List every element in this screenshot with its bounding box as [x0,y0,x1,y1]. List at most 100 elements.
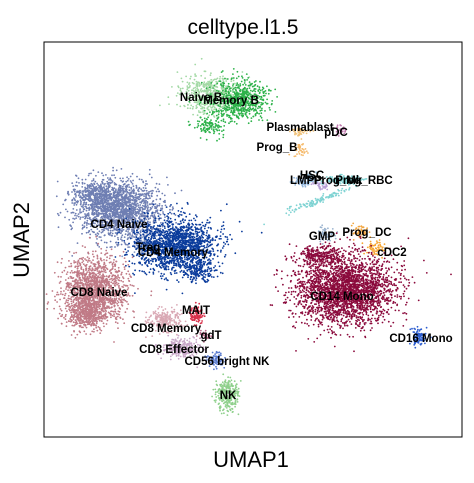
scatter-point [231,97,234,100]
scatter-point [206,107,209,109]
scatter-point [417,328,419,331]
scatter-point [294,313,297,315]
scatter-point [230,109,233,112]
scatter-point [405,278,408,281]
scatter-point [212,98,215,101]
scatter-point [357,316,360,319]
scatter-point [205,89,208,92]
scatter-point [297,270,300,273]
scatter-point [222,120,225,123]
scatter-point [367,255,369,258]
scatter-point [366,280,368,282]
scatter-point [251,107,254,110]
scatter-point [247,84,250,87]
scatter-point [191,81,194,84]
scatter-point [249,84,251,87]
scatter-point [369,329,372,332]
scatter-point [352,275,355,277]
scatter-point [390,291,393,293]
scatter-point [380,312,383,314]
scatter-point [336,304,339,307]
scatter-point [241,71,244,73]
scatter-point [315,276,318,279]
scatter-point [292,316,295,318]
scatter-point [258,86,261,89]
scatter-point [284,302,287,304]
scatter-point [322,198,324,201]
scatter-point [204,120,207,122]
scatter-point [356,274,359,277]
scatter-point [257,105,260,108]
scatter-point [210,101,213,103]
scatter-point [237,99,239,102]
scatter-point [312,323,315,326]
scatter-point [339,287,341,290]
scatter-point [316,285,319,288]
scatter-point [319,246,322,249]
scatter-point [289,211,292,214]
scatter-point [218,138,221,140]
scatter-point [339,271,342,273]
scatter-point [205,138,208,141]
scatter-point [365,270,368,273]
scatter-point [392,302,394,304]
scatter-point [179,105,182,108]
scatter-point [362,281,365,283]
scatter-point [312,247,314,249]
scatter-point [387,297,390,299]
scatter-point [224,102,227,105]
scatter-point [191,89,194,92]
scatter-point [178,93,181,96]
scatter-point [206,86,208,88]
scatter-point [342,252,344,255]
scatter-point [394,301,397,304]
scatter-point [295,258,298,261]
scatter-point [312,255,315,257]
scatter-point [255,94,258,97]
scatter-point [351,286,354,288]
scatter-point [318,304,320,307]
scatter-point [329,263,332,266]
scatter-point [260,102,263,104]
scatter-point [371,284,374,286]
scatter-point [222,109,225,112]
scatter-point [214,88,216,91]
scatter-point [197,124,200,127]
scatter-point [331,193,333,196]
scatter-point [233,87,235,90]
scatter-point [322,256,325,258]
scatter-point [212,103,215,105]
scatter-point [327,306,329,308]
scatter-point [299,302,301,304]
scatter-point [314,258,317,260]
scatter-point [248,87,251,89]
scatter-point [324,314,327,316]
scatter-point [282,283,284,286]
scatter-point [313,281,316,284]
scatter-point [331,304,333,307]
scatter-point [273,274,276,276]
scatter-point [405,303,407,306]
scatter-point [248,112,251,115]
scatter-point [383,287,385,290]
scatter-point [266,119,269,121]
scatter-point [326,273,329,276]
scatter-point [334,279,336,281]
scatter-point [310,269,312,272]
scatter-point [330,329,333,332]
scatter-point [294,133,296,135]
scatter-point [293,155,296,158]
scatter-point [299,133,301,135]
scatter-point [402,325,405,327]
scatter-point [226,115,229,117]
scatter-point [305,304,307,306]
scatter-point [386,299,389,302]
scatter-point [348,259,351,262]
scatter-point [199,84,201,87]
scatter-point [310,250,312,252]
scatter-point [218,129,221,132]
scatter-point [295,298,298,300]
scatter-point [106,180,109,183]
scatter-point [210,113,213,116]
scatter-point [307,279,310,281]
